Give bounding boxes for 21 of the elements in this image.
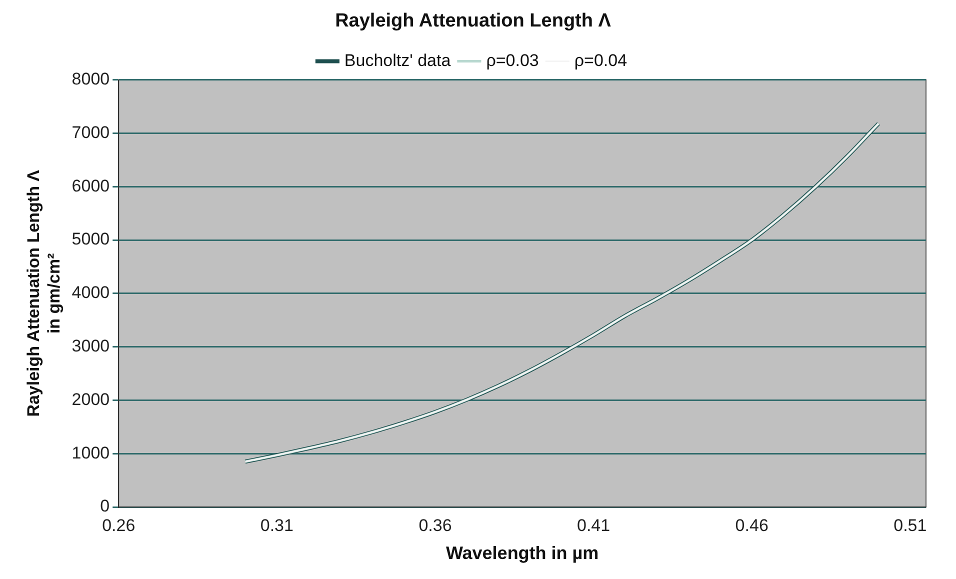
legend-label: ρ=0.04 [574,50,628,70]
x-tick-label: 0.41 [577,516,610,535]
legend-label: Bucholtz' data [344,50,452,70]
y-tick-label: 3000 [72,336,110,356]
y-tick-label: 4000 [72,283,110,302]
y-tick-label: 6000 [72,176,110,196]
y-tick-label: 8000 [72,69,110,88]
y-axis-title: Rayleigh Attenuation Length Λ in gm/cm² [24,169,64,417]
x-tick-label: 0.26 [102,516,136,535]
x-tick-label: 0.31 [260,516,294,535]
y-tick-label: 0 [100,496,110,516]
x-tick-label: 0.46 [735,516,768,535]
x-axis-title: Wavelength in µm [446,543,599,564]
legend-label: ρ=0.03 [486,50,539,70]
x-tick-label: 0.51 [894,516,927,535]
y-tick-label: 7000 [72,122,110,142]
x-tick-label: 0.36 [418,516,452,535]
y-tick-label: 5000 [72,230,110,249]
y-tick-label: 2000 [72,390,110,409]
y-tick-label: 1000 [72,443,110,462]
chart-title: Rayleigh Attenuation Length Λ [335,10,612,32]
